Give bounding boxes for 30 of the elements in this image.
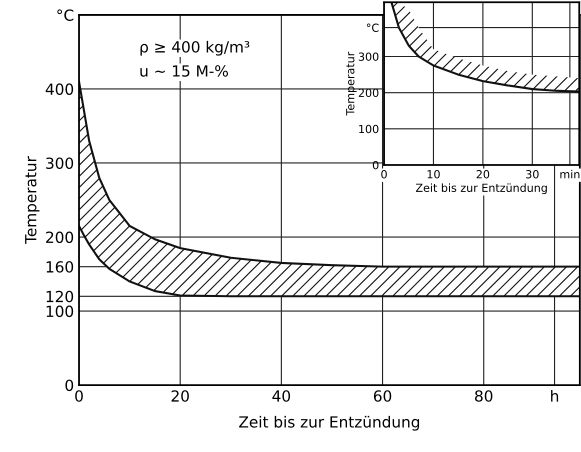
y-tick-label: 300: [358, 52, 378, 61]
y-axis-title: Temperatur: [25, 156, 40, 244]
y-tick-label: 200: [358, 88, 378, 98]
y-tick-label: °C: [57, 9, 74, 21]
annotation: u ~ 15 M-%: [140, 65, 228, 77]
y-tick-label: 0: [65, 380, 74, 392]
y-tick-label: 100: [359, 124, 378, 134]
y-tick-label: 200: [46, 231, 74, 244]
x-tick-label: 30: [526, 170, 539, 178]
y-tick-label: 160: [46, 261, 74, 273]
x-axis-title: Zeit bis zur Entzündung: [239, 416, 420, 431]
y-tick-label: 120: [46, 290, 74, 302]
line-series: [79, 224, 580, 298]
x-tick-label: 0: [381, 170, 387, 178]
y-tick-label: °C: [366, 24, 379, 32]
x-tick-label: min: [560, 170, 580, 178]
x-tick-label: 10: [428, 170, 440, 178]
x-tick-label: 0: [75, 390, 83, 402]
x-tick-label: 40: [272, 390, 290, 402]
y-tick-label: 400: [46, 83, 74, 95]
annotation: ρ ≥ 400 kg/m³: [140, 40, 250, 56]
y-tick-label: 300: [46, 157, 74, 170]
x-tick-label: 20: [172, 390, 189, 402]
y-tick-label: 100: [46, 306, 74, 318]
x-tick-label: h: [551, 390, 558, 402]
x-tick-label: 20: [476, 170, 490, 178]
x-tick-label: 60: [374, 390, 392, 402]
x-tick-label: 80: [475, 390, 492, 402]
y-axis-title: Temperatur: [346, 52, 357, 116]
x-axis-title: Zeit bis zur Entzündung: [416, 183, 547, 194]
